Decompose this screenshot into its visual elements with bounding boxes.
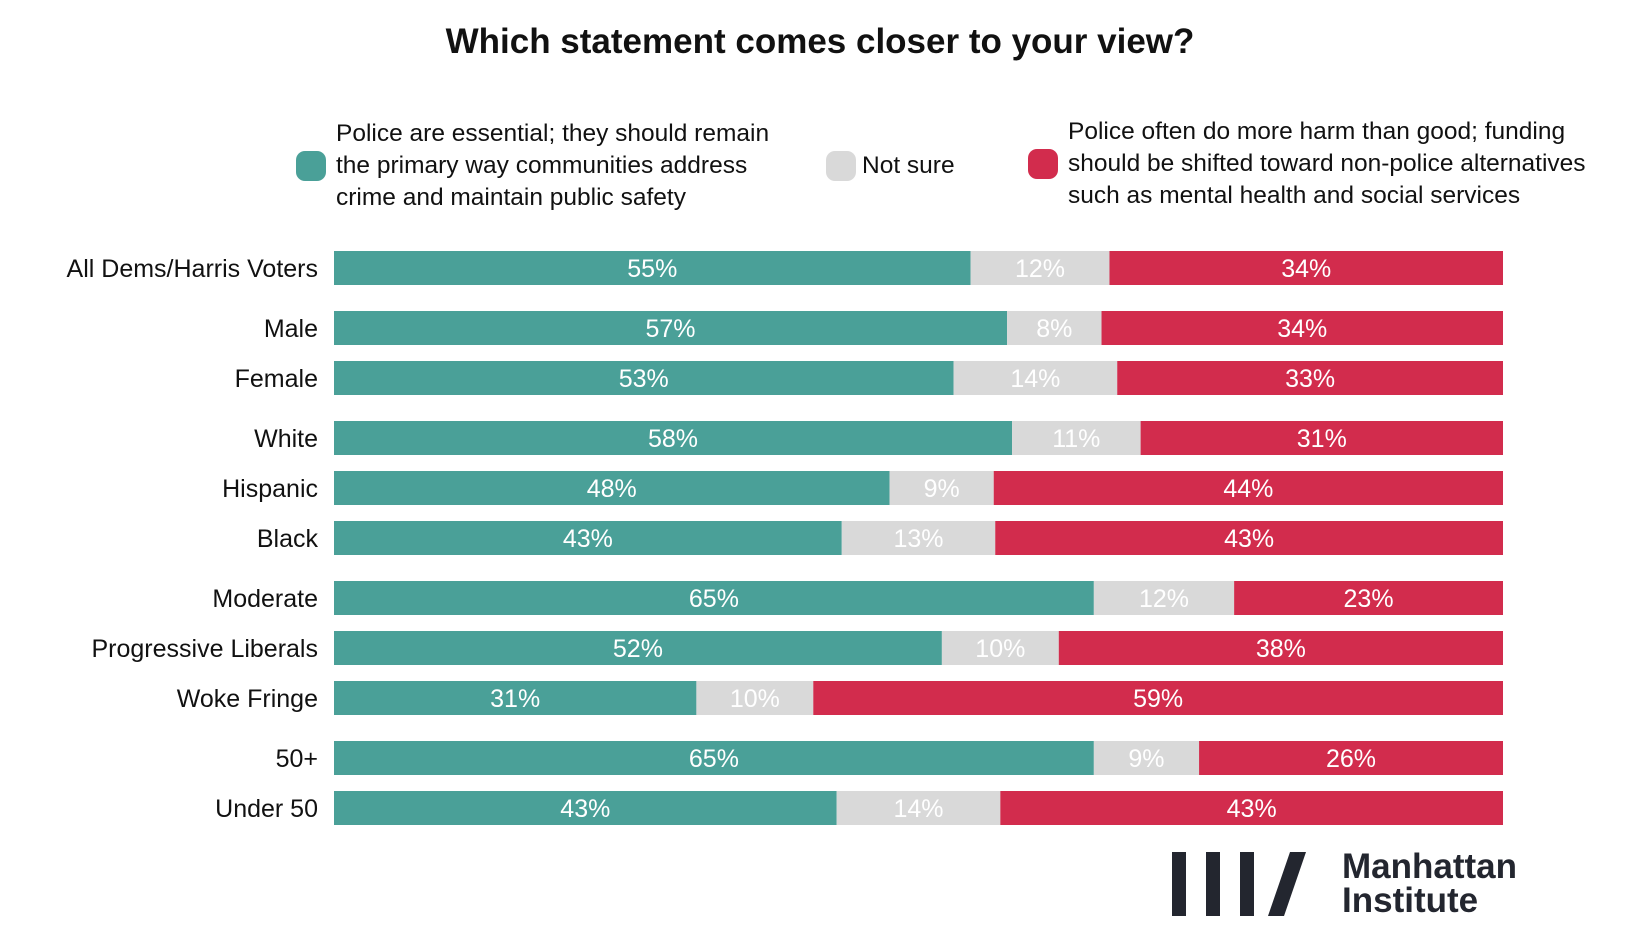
legend-line: the primary way communities address <box>336 152 748 179</box>
bar-segment-not-sure <box>970 251 1110 285</box>
legend-label-police-harm: Police often do more harm than good; fun… <box>1068 116 1586 212</box>
data-label: 12% <box>1139 585 1189 613</box>
data-label: 12% <box>1015 255 1065 283</box>
bar-segment-not-sure <box>1012 421 1141 455</box>
bar-segment-harm <box>1140 421 1503 455</box>
bar-segment-harm <box>1117 361 1503 395</box>
data-label: 14% <box>893 795 943 823</box>
data-label: 59% <box>1133 685 1183 713</box>
bar-segment-not-sure <box>1007 311 1102 345</box>
logo-text: Manhattan Institute <box>1342 847 1517 920</box>
bar-segment-harm <box>995 521 1503 555</box>
category-label: All Dems/Harris Voters <box>67 255 318 283</box>
legend-swatch-gray <box>826 151 856 181</box>
data-label: 43% <box>1224 525 1274 553</box>
bar-segment-harm <box>1058 631 1503 665</box>
bar-segment-harm <box>813 681 1503 715</box>
logo-line-1: Manhattan <box>1342 847 1517 886</box>
data-label: 33% <box>1285 365 1335 393</box>
bar-segment-not-sure <box>841 521 996 555</box>
mi-logo-icon <box>1172 852 1306 916</box>
data-label: 58% <box>648 425 698 453</box>
data-label: 55% <box>627 255 677 283</box>
bar-segment-essential <box>334 741 1094 775</box>
data-label: 43% <box>1227 795 1277 823</box>
legend-line: should be shifted toward non-police alte… <box>1068 150 1586 177</box>
category-label: Hispanic <box>222 475 318 503</box>
legend-item-not-sure: Not sure <box>826 150 955 182</box>
category-label: Male <box>264 315 318 343</box>
data-label: 31% <box>1297 425 1347 453</box>
manhattan-institute-logo: Manhattan Institute <box>1172 847 1517 920</box>
legend-line: Police often do more harm than good; fun… <box>1068 118 1566 145</box>
bar-segment-essential <box>334 361 954 395</box>
legend-label-not-sure: Not sure <box>862 152 955 179</box>
bar-segment-essential <box>334 521 842 555</box>
data-label: 31% <box>490 685 540 713</box>
bar-segment-harm <box>1234 581 1503 615</box>
bar-segment-essential <box>334 681 697 715</box>
category-label: White <box>254 425 318 453</box>
bar-segment-not-sure <box>1093 741 1200 775</box>
legend-line: Police are essential; they should remain <box>336 120 770 147</box>
category-label: Female <box>235 365 318 393</box>
data-label: 57% <box>646 315 696 343</box>
logo-line-2: Institute <box>1342 881 1479 920</box>
bar-segment-essential <box>334 581 1094 615</box>
bar-segment-essential <box>334 421 1013 455</box>
bar-segment-harm <box>1199 741 1503 775</box>
legend-line: crime and maintain public safety <box>336 184 686 211</box>
bar-segment-not-sure <box>889 471 994 505</box>
category-label: Progressive Liberals <box>92 635 319 663</box>
category-label: 50+ <box>276 745 318 773</box>
data-label: 65% <box>689 745 739 773</box>
data-label: 34% <box>1277 315 1327 343</box>
bar-segment-essential <box>334 311 1008 345</box>
bar-segment-harm <box>993 471 1503 505</box>
data-label: 13% <box>893 525 943 553</box>
legend-swatch-teal <box>296 151 326 181</box>
category-label: Woke Fringe <box>177 685 318 713</box>
data-label: 11% <box>1052 425 1100 453</box>
category-label: Moderate <box>212 585 318 613</box>
legend-swatch-red <box>1028 149 1058 179</box>
bar-segment-essential <box>334 251 971 285</box>
bar-segment-harm <box>1101 311 1503 345</box>
legend-item-police-harm: Police often do more harm than good; fun… <box>1028 116 1586 212</box>
data-label: 34% <box>1281 255 1331 283</box>
data-label: 26% <box>1326 745 1376 773</box>
data-label: 65% <box>689 585 739 613</box>
bar-segment-essential <box>334 471 890 505</box>
data-label: 9% <box>924 475 960 503</box>
data-label: 8% <box>1036 315 1072 343</box>
category-label: Under 50 <box>215 795 318 823</box>
legend-line: such as mental health and social service… <box>1068 182 1521 209</box>
data-label: 48% <box>587 475 637 503</box>
legend-label-police-essential: Police are essential; they should remain… <box>336 118 769 214</box>
category-label: Black <box>257 525 319 553</box>
data-label: 14% <box>1010 365 1060 393</box>
data-label: 10% <box>975 635 1025 663</box>
data-label: 52% <box>613 635 663 663</box>
data-label: 53% <box>619 365 669 393</box>
legend-item-police-essential: Police are essential; they should remain… <box>296 118 769 214</box>
bar-segment-essential <box>334 791 837 825</box>
bar-segment-essential <box>334 631 942 665</box>
data-label: 44% <box>1223 475 1273 503</box>
data-label: 23% <box>1344 585 1394 613</box>
bar-segment-harm <box>1000 791 1503 825</box>
bar-segment-harm <box>1109 251 1503 285</box>
bar-segment-not-sure <box>836 791 1001 825</box>
bar-segment-not-sure <box>696 681 814 715</box>
bar-segment-not-sure <box>941 631 1059 665</box>
data-label: 9% <box>1128 745 1164 773</box>
data-label: 38% <box>1256 635 1306 663</box>
chart-title: Which statement comes closer to your vie… <box>445 22 1195 61</box>
bar-segment-not-sure <box>953 361 1118 395</box>
data-label: 10% <box>730 685 780 713</box>
bar-segment-not-sure <box>1093 581 1235 615</box>
data-label: 43% <box>563 525 613 553</box>
data-label: 43% <box>560 795 610 823</box>
